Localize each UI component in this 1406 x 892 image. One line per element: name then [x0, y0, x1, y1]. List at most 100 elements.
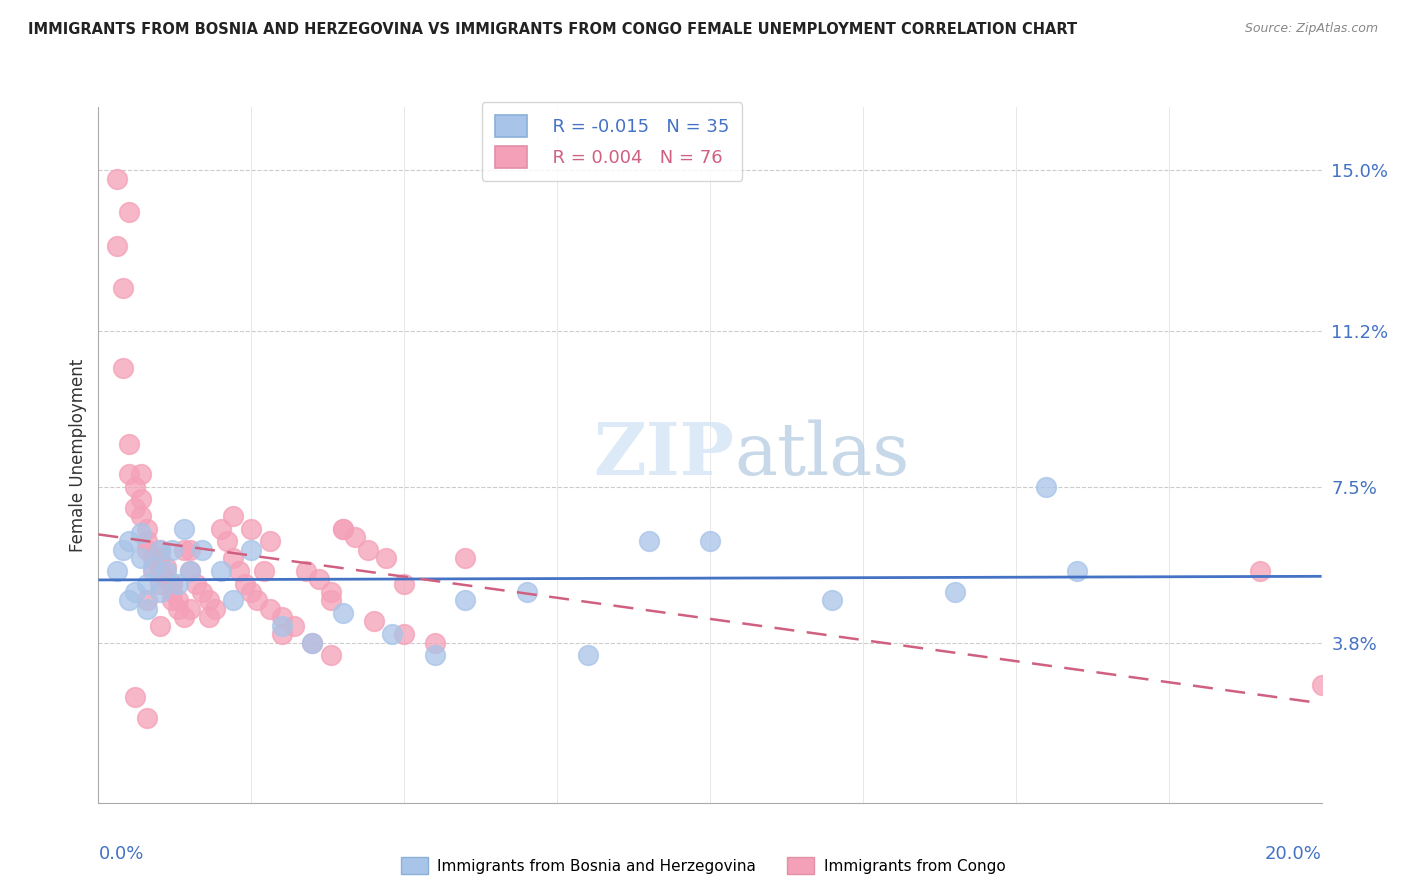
Point [149, 564, 172, 578]
Point [129, 492, 152, 507]
Point [222, 551, 245, 566]
Point [240, 542, 263, 557]
Text: IMMIGRANTS FROM BOSNIA AND HERZEGOVINA VS IMMIGRANTS FROM CONGO FEMALE UNEMPLOYM: IMMIGRANTS FROM BOSNIA AND HERZEGOVINA V… [28, 22, 1077, 37]
Point [167, 593, 190, 607]
Point [454, 551, 477, 566]
Point [295, 564, 318, 578]
Point [105, 239, 128, 253]
Point [209, 522, 232, 536]
Point [576, 648, 599, 663]
Point [228, 564, 250, 578]
Point [209, 564, 232, 578]
Point [215, 534, 238, 549]
Point [160, 576, 183, 591]
Point [319, 593, 342, 607]
Legend: Immigrants from Bosnia and Herzegovina, Immigrants from Congo: Immigrants from Bosnia and Herzegovina, … [395, 851, 1011, 880]
Point [516, 585, 538, 599]
Text: ZIP: ZIP [593, 419, 734, 491]
Point [363, 615, 385, 629]
Point [392, 576, 416, 591]
Point [179, 564, 201, 578]
Point [149, 618, 172, 632]
Point [821, 593, 844, 607]
Point [136, 576, 159, 591]
Point [240, 522, 263, 536]
Point [283, 618, 305, 632]
Point [124, 479, 146, 493]
Point [356, 542, 378, 557]
Point [149, 585, 172, 599]
Point [332, 606, 354, 620]
Point [179, 602, 201, 616]
Point [129, 551, 152, 566]
Point [155, 564, 177, 578]
Point [136, 711, 159, 725]
Point [160, 585, 183, 599]
Point [1310, 678, 1333, 692]
Point [160, 542, 183, 557]
Y-axis label: Female Unemployment: Female Unemployment [69, 359, 87, 551]
Point [197, 610, 219, 624]
Point [423, 635, 446, 649]
Point [222, 593, 245, 607]
Point [332, 522, 354, 536]
Point [136, 602, 159, 616]
Point [118, 534, 141, 549]
Point [1249, 564, 1271, 578]
Point [136, 542, 159, 557]
Point [301, 635, 323, 649]
Point [191, 585, 214, 599]
Point [222, 509, 245, 524]
Point [240, 585, 263, 599]
Point [124, 500, 146, 515]
Point [105, 564, 128, 578]
Point [111, 542, 134, 557]
Point [129, 467, 152, 481]
Point [155, 559, 177, 574]
Point [105, 171, 128, 186]
Point [204, 602, 226, 616]
Point [374, 551, 396, 566]
Point [252, 564, 274, 578]
Point [136, 593, 159, 607]
Point [149, 542, 172, 557]
Point [308, 572, 330, 586]
Point [319, 648, 342, 663]
Point [142, 551, 165, 566]
Point [155, 572, 177, 586]
Point [149, 576, 172, 591]
Point [111, 281, 134, 295]
Point [943, 585, 966, 599]
Point [136, 534, 159, 549]
Point [319, 585, 342, 599]
Point [136, 522, 159, 536]
Text: 20.0%: 20.0% [1265, 845, 1322, 863]
Point [111, 361, 134, 376]
Point [173, 542, 195, 557]
Point [118, 205, 141, 219]
Legend:   R = -0.015   N = 35,   R = 0.004   N = 76: R = -0.015 N = 35, R = 0.004 N = 76 [482, 103, 742, 180]
Point [1035, 479, 1057, 493]
Point [118, 437, 141, 451]
Point [124, 585, 146, 599]
Point [142, 564, 165, 578]
Point [160, 576, 183, 591]
Text: atlas: atlas [734, 419, 910, 491]
Point [637, 534, 661, 549]
Point [259, 602, 281, 616]
Point [173, 610, 195, 624]
Point [118, 593, 141, 607]
Point [454, 593, 477, 607]
Point [179, 564, 201, 578]
Point [186, 576, 208, 591]
Text: 0.0%: 0.0% [98, 845, 143, 863]
Point [344, 530, 367, 544]
Point [270, 610, 292, 624]
Point [423, 648, 446, 663]
Point [142, 559, 165, 574]
Point [1066, 564, 1088, 578]
Point [179, 542, 201, 557]
Point [160, 593, 183, 607]
Point [149, 551, 172, 566]
Point [270, 618, 292, 632]
